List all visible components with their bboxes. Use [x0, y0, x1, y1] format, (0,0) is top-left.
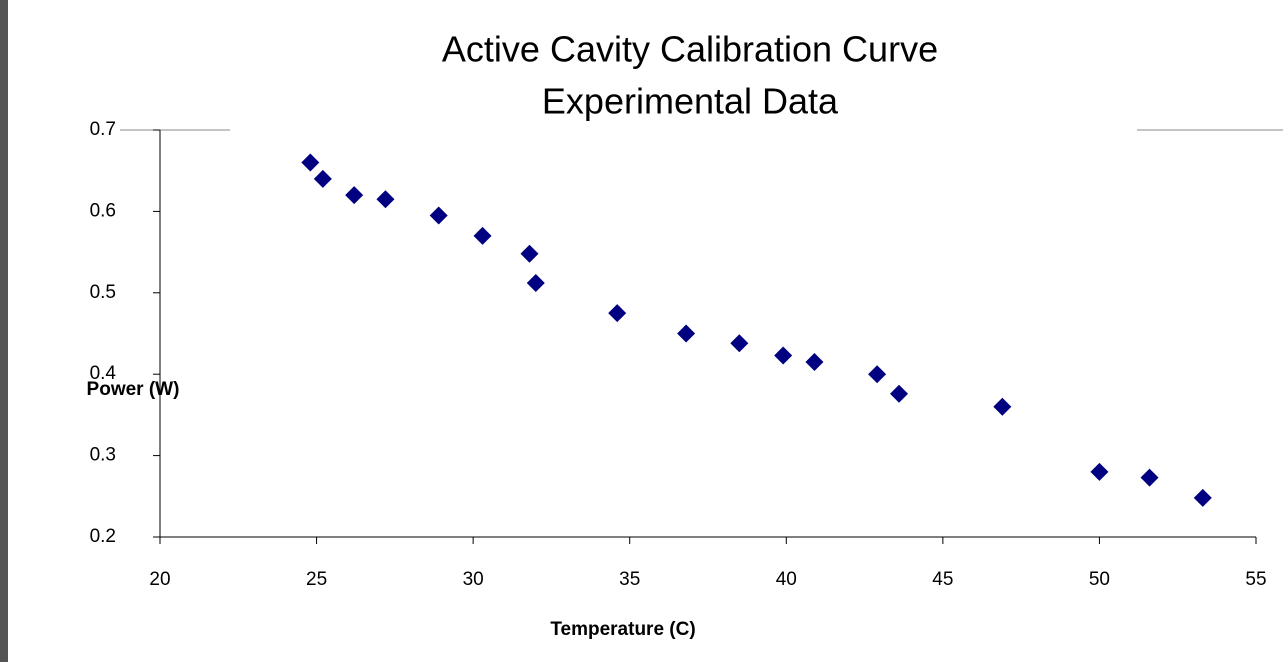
y-tick-label: 0.4: [90, 363, 117, 384]
point: [1090, 463, 1108, 481]
x-tick-label: 40: [776, 569, 797, 590]
point: [521, 245, 539, 263]
chart-title: Active Cavity Calibration Curve: [442, 29, 938, 70]
chart: Active Cavity Calibration Curve Experime…: [0, 0, 1283, 662]
point: [1194, 489, 1212, 507]
point: [890, 385, 908, 403]
y-tick-label: 0.5: [90, 282, 116, 303]
point: [993, 398, 1011, 416]
y-tick-label: 0.3: [90, 445, 116, 466]
point: [345, 186, 363, 204]
edge-strip: [0, 0, 8, 662]
y-tick-label: 0.6: [90, 200, 116, 221]
chart-subtitle: Experimental Data: [542, 81, 839, 122]
point: [474, 227, 492, 245]
point: [376, 190, 394, 208]
x-tick-label: 50: [1089, 569, 1110, 590]
x-tick-label: 35: [619, 569, 640, 590]
point: [805, 353, 823, 371]
point: [774, 346, 792, 364]
point: [314, 170, 332, 188]
y-tick-label: 0.2: [90, 526, 116, 547]
x-tick-label: 25: [306, 569, 327, 590]
y-tick-label: 0.7: [90, 119, 116, 140]
point: [677, 325, 695, 343]
point: [301, 154, 319, 172]
point: [527, 274, 545, 292]
x-tick-label: 45: [932, 569, 953, 590]
point: [608, 304, 626, 322]
x-tick-label: 30: [463, 569, 484, 590]
point: [868, 365, 886, 383]
point: [1141, 469, 1159, 487]
page: Active Cavity Calibration Curve Experime…: [0, 0, 1283, 662]
x-tick-label: 55: [1245, 569, 1266, 590]
x-axis-label: Temperature (C): [550, 619, 695, 640]
x-tick-label: 20: [149, 569, 170, 590]
point: [730, 334, 748, 352]
point: [430, 206, 448, 224]
